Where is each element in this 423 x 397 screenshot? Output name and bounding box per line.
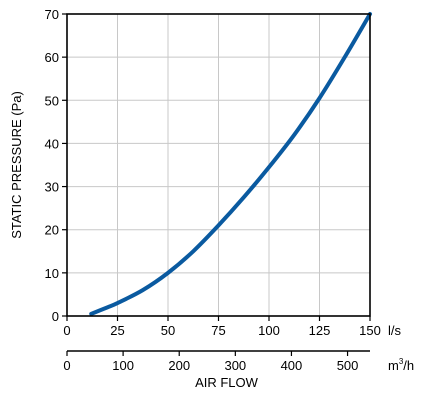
x2-unit-base: m [388,358,399,373]
y-tick-label: 0 [52,309,59,324]
x2-tick-label: 500 [337,358,359,373]
x-tick-label: 0 [63,323,70,338]
x-tick-label: 125 [309,323,331,338]
y-axis-ticks: 0 10 20 30 40 50 60 70 [45,7,67,324]
series-line [91,14,370,314]
y-tick-label: 20 [45,223,59,238]
x-axis-label: AIR FLOW [195,375,259,390]
x-tick-label: 25 [110,323,124,338]
x-tick-label: 100 [258,323,280,338]
x-axis-ticks: 0 25 50 75 100 125 150 [63,316,380,338]
secondary-x-axis-unit: m3/h [388,357,414,373]
x-tick-label: 50 [161,323,175,338]
x2-tick-label: 0 [63,358,70,373]
y-tick-label: 70 [45,7,59,22]
x2-unit-suffix: /h [403,358,414,373]
y-tick-label: 50 [45,93,59,108]
y-tick-label: 60 [45,50,59,65]
secondary-x-axis: 0 100 200 300 400 500 [63,351,370,373]
x2-tick-label: 100 [112,358,134,373]
curve-layer [91,14,370,314]
y-tick-label: 30 [45,180,59,195]
y-tick-label: 10 [45,266,59,281]
x-tick-label: 150 [359,323,381,338]
x-tick-label: 75 [211,323,225,338]
y-tick-label: 40 [45,136,59,151]
grid [67,14,370,316]
x2-tick-label: 200 [168,358,190,373]
x2-tick-label: 300 [224,358,246,373]
x-axis-unit: l/s [388,323,402,338]
y-axis-label: STATIC PRESSURE (Pa) [9,91,24,239]
x2-tick-label: 400 [281,358,303,373]
